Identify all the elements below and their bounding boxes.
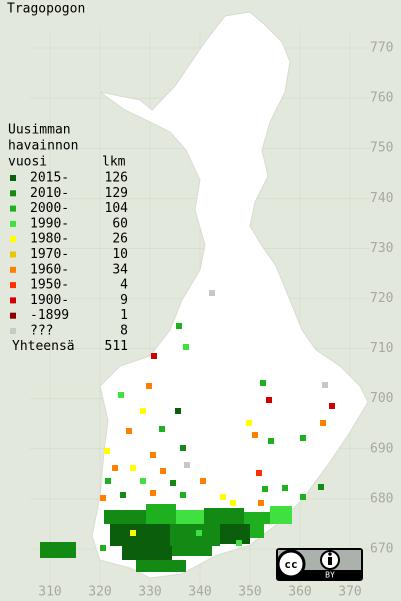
legend-total: 511 — [105, 339, 128, 354]
legend-count: 8 — [120, 324, 128, 339]
x-coordinate-label: 350 — [238, 585, 261, 600]
legend-count: 1 — [120, 308, 128, 323]
legend-count: 10 — [112, 247, 128, 262]
legend-count: 4 — [120, 278, 128, 293]
y-coordinate-label: 710 — [370, 341, 393, 356]
legend-label: 1960- — [30, 262, 69, 277]
y-coordinate-label: 720 — [370, 291, 393, 306]
observation-squares — [40, 290, 335, 572]
legend-heading: vuosi — [8, 155, 47, 170]
legend-swatch — [10, 266, 16, 273]
license-badge: cc BY — [276, 548, 363, 581]
legend-label: 1970- — [30, 247, 69, 262]
legend-label: 1900- — [30, 293, 69, 308]
legend-label: -1899 — [30, 308, 69, 323]
legend-count: 34 — [112, 262, 128, 277]
legend-swatch — [10, 236, 16, 243]
legend-label: 2010- — [30, 186, 69, 201]
x-coordinate-label: 340 — [188, 585, 211, 600]
x-coordinate-label: 310 — [38, 585, 61, 600]
legend-swatch — [10, 175, 16, 181]
legend-label: 2000- — [30, 201, 69, 216]
legend-swatch — [10, 205, 16, 212]
legend-total-label: Yhteensä — [12, 339, 75, 354]
y-coordinate-label: 670 — [370, 542, 393, 557]
legend-label: 1990- — [30, 216, 69, 231]
y-coordinate-label: 690 — [370, 441, 393, 456]
legend-label: 1980- — [30, 232, 69, 247]
y-coordinate-label: 770 — [370, 41, 393, 56]
legend-label: 2015- — [30, 171, 69, 186]
y-coordinate-label: 760 — [370, 91, 393, 106]
legend-count: 60 — [112, 216, 128, 231]
legend-count: 104 — [105, 201, 129, 216]
legend-swatch — [10, 251, 16, 258]
legend-swatch — [10, 328, 16, 334]
x-coordinate-label: 320 — [88, 585, 111, 600]
y-coordinate-label: 740 — [370, 191, 393, 206]
legend-heading: havainnon — [8, 139, 78, 154]
legend-count: 126 — [105, 171, 128, 186]
finland-outline — [91, 11, 369, 579]
license-label: BY — [325, 571, 335, 580]
y-coordinate-label: 680 — [370, 491, 393, 506]
legend-swatch — [10, 282, 16, 289]
legend-count: 129 — [105, 186, 128, 201]
legend-swatch — [10, 220, 16, 227]
legend-count-heading: lkm — [102, 155, 126, 170]
legend-swatch — [10, 297, 16, 304]
map-title: Tragopogon — [7, 2, 85, 17]
svg-text:cc: cc — [284, 558, 297, 571]
y-coordinate-label: 750 — [370, 141, 393, 156]
legend-swatch — [10, 190, 16, 197]
x-coordinate-label: 370 — [338, 585, 361, 600]
legend-swatch — [10, 312, 16, 319]
legend-label: ??? — [30, 324, 53, 339]
x-coordinate-label: 330 — [138, 585, 161, 600]
y-coordinate-label: 700 — [370, 391, 393, 406]
y-coordinate-label: 730 — [370, 241, 393, 256]
x-coordinate-label: 360 — [288, 585, 311, 600]
legend-count: 9 — [120, 293, 128, 308]
legend-label: 1950- — [30, 278, 69, 293]
legend-heading: Uusimman — [8, 123, 71, 138]
legend-count: 26 — [112, 232, 128, 247]
